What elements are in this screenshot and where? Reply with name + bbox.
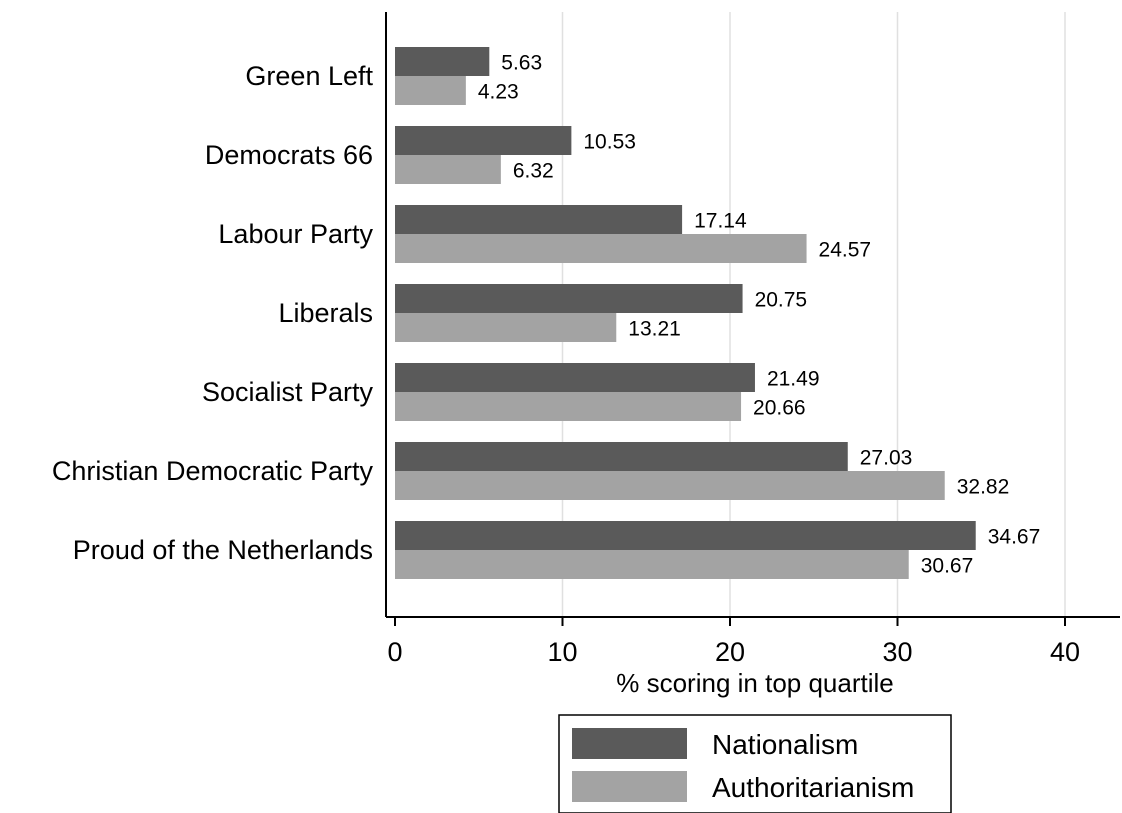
category-label-proud-of-the-netherlands: Proud of the Netherlands: [73, 535, 373, 565]
bar-nationalism-proud-of-the-netherlands: [395, 521, 976, 550]
legend-swatch-nationalism: [572, 728, 687, 759]
value-label-nationalism-socialist-party: 21.49: [767, 368, 820, 391]
value-label-authoritarianism-christian-democratic-party: 32.82: [957, 476, 1010, 499]
legend-swatch-authoritarianism: [572, 771, 687, 802]
category-label-labour-party: Labour Party: [218, 219, 373, 249]
legend-label-nationalism: Nationalism: [712, 729, 858, 760]
category-label-socialist-party: Socialist Party: [202, 377, 374, 407]
category-label-democrats-66: Democrats 66: [205, 140, 373, 170]
bar-nationalism-labour-party: [395, 205, 683, 234]
bar-authoritarianism-socialist-party: [395, 392, 742, 421]
category-label-green-left: Green Left: [245, 61, 373, 91]
value-label-authoritarianism-proud-of-the-netherlands: 30.67: [921, 555, 974, 578]
value-label-nationalism-christian-democratic-party: 27.03: [860, 447, 913, 470]
bar-nationalism-christian-democratic-party: [395, 442, 848, 471]
value-label-authoritarianism-liberals: 13.21: [628, 318, 681, 341]
bar-nationalism-liberals: [395, 284, 743, 313]
category-label-christian-democratic-party: Christian Democratic Party: [52, 456, 374, 486]
x-ticks: 0 10 20 30 40: [387, 617, 1080, 667]
bar-authoritarianism-christian-democratic-party: [395, 471, 945, 500]
value-label-authoritarianism-green-left: 4.23: [478, 81, 519, 104]
category-label-liberals: Liberals: [278, 298, 373, 328]
value-label-authoritarianism-democrats-66: 6.32: [513, 160, 554, 183]
value-label-nationalism-labour-party: 17.14: [694, 210, 747, 233]
x-tick-label-40: 40: [1050, 637, 1080, 667]
bar-nationalism-socialist-party: [395, 363, 755, 392]
bar-authoritarianism-democrats-66: [395, 155, 501, 184]
axes: [385, 12, 1120, 618]
value-label-authoritarianism-socialist-party: 20.66: [753, 397, 806, 420]
category-labels: Green Left Democrats 66 Labour Party Libera…: [52, 61, 374, 565]
x-tick-label-20: 20: [715, 637, 745, 667]
bar-authoritarianism-proud-of-the-netherlands: [395, 550, 909, 579]
x-tick-label-10: 10: [547, 637, 577, 667]
value-label-nationalism-green-left: 5.63: [501, 52, 542, 75]
legend-label-authoritarianism: Authoritarianism: [712, 772, 914, 803]
value-label-nationalism-democrats-66: 10.53: [583, 131, 636, 154]
bar-nationalism-green-left: [395, 47, 490, 76]
legend: Nationalism Authoritarianism: [558, 714, 952, 813]
bar-nationalism-democrats-66: [395, 126, 572, 155]
value-label-authoritarianism-labour-party: 24.57: [819, 239, 872, 262]
bar-authoritarianism-labour-party: [395, 234, 807, 263]
value-labels: 5.63 4.23 10.53 6.32 17.14 24.57 20.75 13.21 21.…: [478, 52, 1040, 578]
bar-authoritarianism-green-left: [395, 76, 466, 105]
bar-authoritarianism-liberals: [395, 313, 617, 342]
bars: [395, 47, 976, 579]
x-tick-label-30: 30: [882, 637, 912, 667]
value-label-nationalism-liberals: 20.75: [755, 289, 808, 312]
value-label-nationalism-proud-of-the-netherlands: 34.67: [988, 526, 1041, 549]
x-tick-label-0: 0: [387, 637, 402, 667]
x-axis-title: % scoring in top quartile: [616, 668, 893, 698]
